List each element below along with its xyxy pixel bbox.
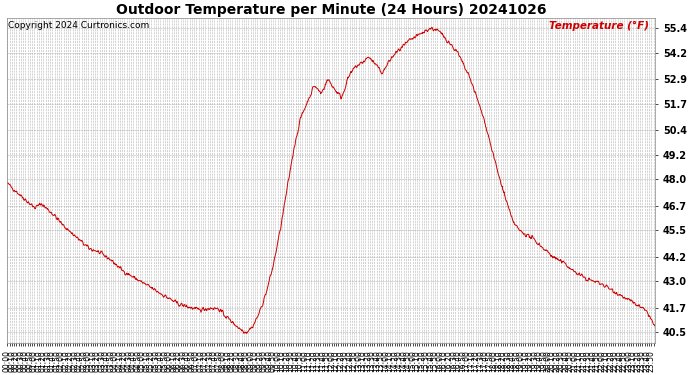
Text: Copyright 2024 Curtronics.com: Copyright 2024 Curtronics.com: [8, 21, 149, 30]
Title: Outdoor Temperature per Minute (24 Hours) 20241026: Outdoor Temperature per Minute (24 Hours…: [116, 3, 546, 17]
Text: Temperature (°F): Temperature (°F): [549, 21, 649, 31]
